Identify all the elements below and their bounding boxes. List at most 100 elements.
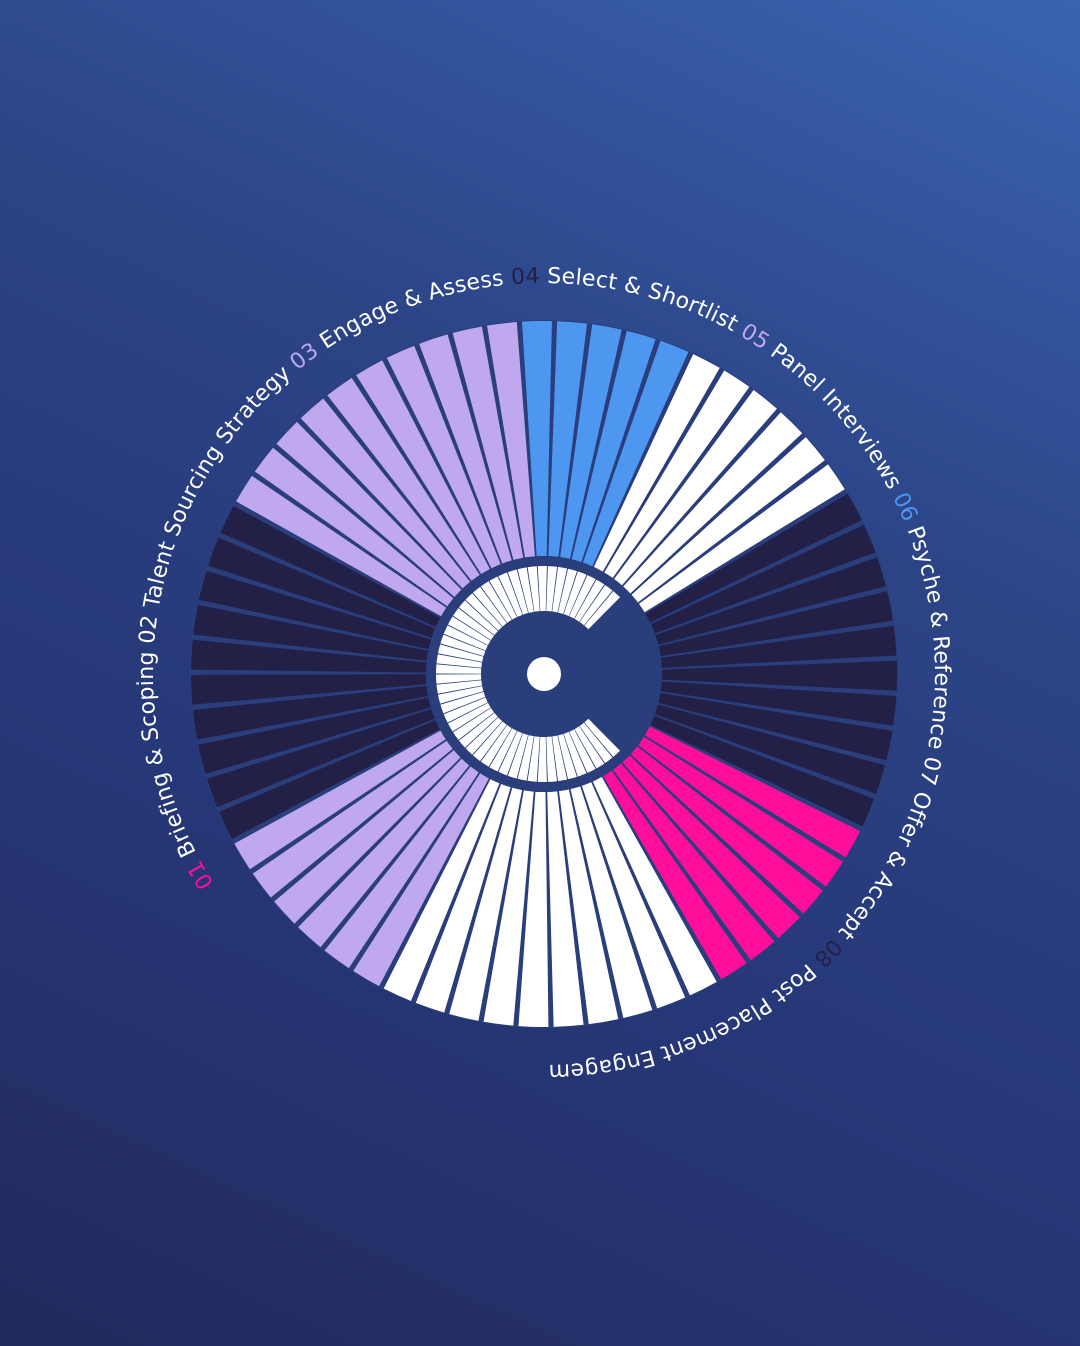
c-logo-stripe xyxy=(458,600,498,636)
segment-stage-01 xyxy=(622,755,800,939)
segment-stage-02 xyxy=(383,779,500,1001)
segment-stage-07 xyxy=(623,412,803,594)
c-logo-stripe xyxy=(563,571,587,617)
c-logo-stripe xyxy=(574,579,605,622)
c-logo-stripe xyxy=(574,726,605,769)
segment-stage-01 xyxy=(603,770,747,980)
segment-stage-07 xyxy=(614,389,777,586)
segment-stage-08 xyxy=(650,715,875,827)
segment-stage-05 xyxy=(487,322,535,558)
segment-stage-07 xyxy=(631,437,825,603)
segment-stage-02 xyxy=(547,791,584,1027)
segment-stage-04 xyxy=(193,604,429,661)
c-logo-stripe xyxy=(480,725,512,767)
segment-stage-01 xyxy=(638,736,843,887)
c-logo-stripe xyxy=(558,734,577,780)
segment-stage-01 xyxy=(630,746,823,914)
c-logo-stripe xyxy=(527,566,540,612)
c-logo-stripe xyxy=(537,565,547,612)
segment-stage-04 xyxy=(198,570,432,650)
segment-stage-08 xyxy=(645,493,862,623)
segment-stage-05 xyxy=(300,398,471,589)
c-logo-stripe xyxy=(517,567,534,613)
c-logo-stripe xyxy=(498,572,523,617)
c-logo-stripe xyxy=(579,722,613,764)
c-logo-stripe xyxy=(552,735,568,782)
segment-stage-05 xyxy=(327,377,480,581)
segment-stage-08 xyxy=(650,524,876,634)
segment-stage-04 xyxy=(192,686,429,740)
c-logo-stripe xyxy=(436,680,483,694)
stage-04-number: 04 xyxy=(510,264,540,290)
segment-stage-05 xyxy=(386,345,501,569)
c-logo-stripe xyxy=(453,608,495,641)
c-logo-stripe xyxy=(447,616,491,646)
segment-stage-07 xyxy=(593,354,720,572)
c-logo-stripe xyxy=(480,581,512,623)
c-logo-stripe xyxy=(472,586,507,627)
c-logo-stripe xyxy=(569,729,596,773)
segment-stage-06 xyxy=(521,320,552,557)
c-logo-stripe xyxy=(552,566,568,613)
segment-stage-02 xyxy=(415,783,511,1013)
c-logo-stripe xyxy=(443,697,488,723)
c-logo-stripe xyxy=(584,718,621,757)
segment-stage-03 xyxy=(324,766,479,969)
c-logo-stripe xyxy=(569,575,596,619)
segment-stage-06 xyxy=(571,330,656,563)
stage-06-label: Psyche & Reference xyxy=(899,516,954,759)
c-logo-stripe xyxy=(489,728,517,772)
segment-stage-05 xyxy=(356,360,490,575)
segment-stage-04 xyxy=(207,537,436,638)
segment-stage-04 xyxy=(191,674,427,705)
c-logo-stripe xyxy=(465,717,503,755)
c-logo-stripe xyxy=(546,566,558,612)
segment-stage-07 xyxy=(604,370,750,579)
segment-stage-02 xyxy=(449,787,523,1021)
segment-stage-01 xyxy=(613,763,775,961)
wheel-segments xyxy=(190,320,898,1028)
segment-stage-02 xyxy=(570,786,653,1018)
c-logo-stripe xyxy=(465,593,503,631)
segment-stage-06 xyxy=(548,321,588,557)
segment-stage-04 xyxy=(191,639,427,673)
segment-stage-06 xyxy=(560,324,622,559)
c-logo-stripe xyxy=(507,733,529,779)
c-logo-stripe xyxy=(438,686,484,704)
segment-stage-03 xyxy=(234,730,446,870)
c-logo-stripe xyxy=(527,736,540,782)
c-logo-stripe xyxy=(436,674,482,684)
stage-02-number: 02 xyxy=(135,614,163,645)
c-logo-stripe xyxy=(447,702,491,732)
c-logo-stripe xyxy=(438,644,484,662)
c-logo-stripe xyxy=(563,731,587,777)
c-logo-stripe xyxy=(517,735,534,781)
segment-stage-08 xyxy=(660,625,897,668)
segment-stage-02 xyxy=(581,782,686,1009)
segment-stage-08 xyxy=(660,681,897,726)
c-logo-stripe xyxy=(507,569,529,615)
segment-stage-04 xyxy=(206,709,435,808)
segment-stage-06 xyxy=(582,340,689,567)
c-logo-icon xyxy=(436,565,621,782)
segment-stage-02 xyxy=(518,791,549,1027)
segment-stage-08 xyxy=(658,693,893,761)
segment-stage-05 xyxy=(452,326,524,561)
c-logo-dot xyxy=(527,657,561,691)
segment-stage-08 xyxy=(658,591,893,657)
c-logo-stripe xyxy=(436,654,483,668)
c-logo-stripe xyxy=(440,691,486,714)
c-logo-stripe xyxy=(579,584,613,626)
c-logo-stripe xyxy=(537,736,547,782)
segment-stage-04 xyxy=(219,720,440,839)
segment-stage-03 xyxy=(274,750,461,924)
segment-stage-02 xyxy=(483,790,534,1026)
segment-stage-03 xyxy=(298,758,470,948)
c-logo-stripe xyxy=(489,576,517,620)
segment-stage-08 xyxy=(654,704,885,794)
segment-stage-05 xyxy=(236,475,447,617)
c-logo-stripe xyxy=(453,707,495,740)
segment-stage-02 xyxy=(558,789,619,1025)
